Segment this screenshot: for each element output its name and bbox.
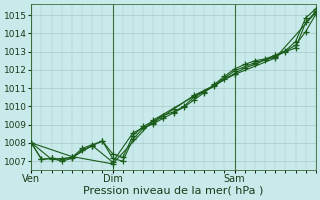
- X-axis label: Pression niveau de la mer( hPa ): Pression niveau de la mer( hPa ): [84, 186, 264, 196]
